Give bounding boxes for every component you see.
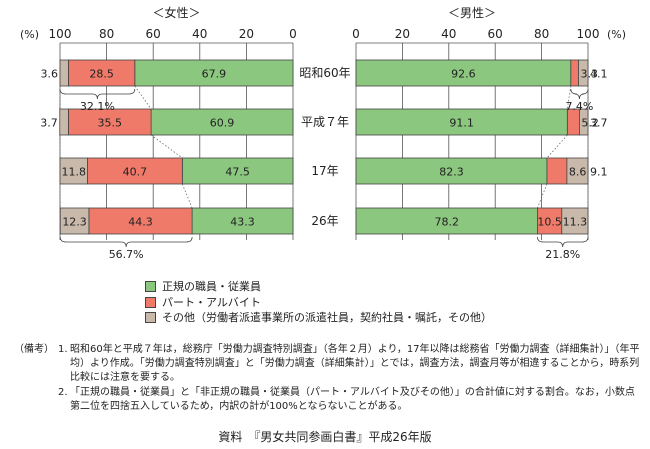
source-caption: 資料 『男女共同参画白書』平成26年版 [218,430,432,444]
men-unit-label: (%) [607,28,626,41]
women-connector-line [181,183,193,209]
category-label-2: 17年 [311,164,338,178]
women-unit-label: (%) [20,28,39,41]
women-bar-regular [150,108,294,136]
women-data-label: 35.5 [97,117,122,130]
legend-swatch-other [145,312,156,324]
note-2-number: 2. [58,386,68,398]
women-bar-other [59,157,88,185]
men-brace-label: 21.8% [545,248,580,261]
men-data-label: 8.6 [569,166,587,179]
men-bar-regular [355,207,538,235]
men-connector-line [566,85,572,110]
women-tick-label: 60 [146,27,161,41]
women-tick-label: 80 [99,27,114,41]
women-data-label: 43.3 [230,216,255,229]
women-bar-regular [181,157,294,185]
notes: （備考） 1. 昭和60年と平成７年は，総務庁「労働力調査特別調査」（各年２月）… [14,343,640,414]
category-label-1: 平成７年 [301,115,349,129]
note-2: 2. 「正規の職員・従業員」と「非正規の職員・従業員（パート・アルバイト及びその… [14,386,640,414]
legend-swatch-regular [145,281,156,293]
note-2-text: 「正規の職員・従業員」と「非正規の職員・従業員（パート・アルバイト及びその他）」… [70,386,635,412]
note-1-text: 昭和60年と平成７年は，総務庁「労働力調査特別調査」（各年２月）より，17年以降… [70,344,640,384]
men-bar-regular [355,59,572,87]
women-data-label: 40.7 [123,166,148,179]
men-data-label: 3.7 [590,117,608,130]
men-bar-regular [355,157,548,185]
women-brace [59,236,193,248]
men-data-label: 4.1 [590,68,608,81]
men-data-label: 3.3 [580,68,598,81]
women-connector-line [150,134,183,159]
notes-head: （備考） [14,344,54,355]
women-brace-label: 56.7% [109,248,144,261]
men-tick-label: 40 [441,27,456,41]
note-1: （備考） 1. 昭和60年と平成７年は，総務庁「労働力調査特別調査」（各年２月）… [14,343,640,386]
men-tick-label: 0 [352,27,360,41]
men-connector-line [546,134,568,159]
men-bar-other [566,157,589,185]
men-data-label: 78.2 [434,216,459,229]
men-bar-part-time [570,59,579,87]
women-panel-title: ＜女性＞ [152,5,200,20]
men-bar-other [579,108,589,136]
women-connector-line [134,85,152,110]
legend-swatch-part-time [145,296,156,308]
men-data-label: 10.5 [537,216,562,229]
men-brace [537,236,589,248]
men-bar-part-time [546,157,568,185]
women-data-label: 44.3 [128,216,153,229]
women-brace [59,88,136,100]
women-data-label: 67.9 [202,68,227,81]
men-data-label: 92.6 [451,68,476,81]
men-data-label: 5.2 [581,117,599,130]
women-brace-label: 32.1% [80,100,115,113]
men-data-label: 11.3 [563,216,588,229]
women-bar-part-time [87,157,183,185]
men-bar-part-time [537,207,563,235]
men-tick-label: 80 [534,27,549,41]
women-tick-label: 0 [289,27,297,41]
men-bar-other [578,59,589,87]
men-panel-title: ＜男性＞ [448,6,496,20]
women-data-label: 11.8 [61,166,86,179]
men-brace-label: 7.4% [565,100,593,113]
men-tick-label: 60 [488,27,503,41]
women-bar-part-time [67,59,136,87]
men-brace [570,88,589,100]
women-bar-regular [191,207,294,235]
legend-item-other: その他（労働者派遣事業所の派遣社員，契約社員・嘱託，その他） [145,310,492,326]
men-data-label: 9.1 [590,166,608,179]
legend-item-part-time: パート・アルバイト [145,295,492,311]
men-data-label: 82.3 [439,166,464,179]
legend-item-regular: 正規の職員・従業員 [145,279,492,295]
category-label-0: 昭和60年 [299,66,350,80]
women-data-label: 3.6 [41,68,59,81]
women-data-label: 12.3 [62,216,87,229]
men-data-label: 91.1 [449,117,474,130]
women-tick-label: 20 [239,27,254,41]
legend-label-regular: 正規の職員・従業員 [162,280,261,293]
note-1-number: 1. [58,344,68,355]
men-connector-line [537,183,548,209]
category-label-3: 26年 [311,214,338,228]
women-tick-label: 100 [49,27,72,41]
men-tick-label: 20 [395,27,410,41]
men-bar-other [561,207,589,235]
women-bar-other [59,59,69,87]
women-bar-other [59,108,69,136]
legend: 正規の職員・従業員 パート・アルバイト その他（労働者派遣事業所の派遣社員，契約… [145,279,492,326]
women-tick-label: 40 [192,27,207,41]
women-bar-other [59,207,90,235]
legend-label-part-time: パート・アルバイト [162,295,261,309]
men-tick-label: 100 [577,27,600,41]
women-data-label: 60.9 [210,117,235,130]
women-data-label: 3.7 [40,117,58,130]
legend-label-other: その他（労働者派遣事業所の派遣社員，契約社員・嘱託，その他） [162,311,492,324]
women-data-label: 47.5 [225,166,250,179]
women-data-label: 28.5 [89,68,114,81]
